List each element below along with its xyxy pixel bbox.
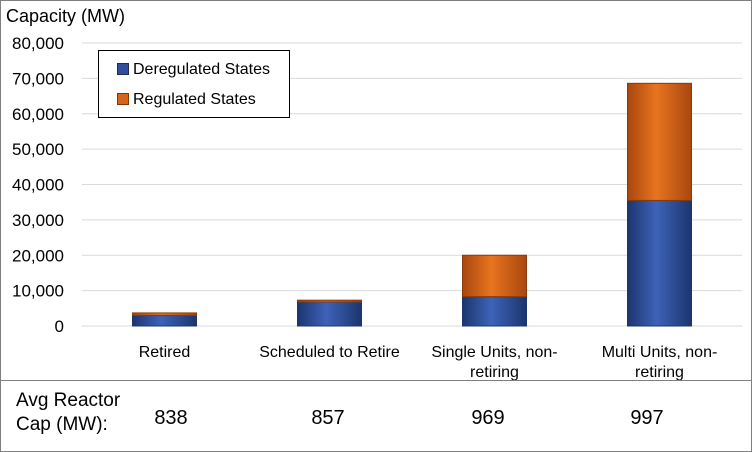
chart-legend: Deregulated States Regulated States (98, 50, 290, 118)
bar-deregulated-3 (627, 199, 692, 327)
y-tick-label: 50,000 (12, 140, 64, 159)
avg-reactor-label-line-2: Cap (MW): (16, 414, 108, 435)
x-tick-label: retiring (635, 364, 684, 380)
avg-reactor-label-line-1: Avg Reactor (16, 390, 121, 411)
y-tick-label: 80,000 (12, 34, 64, 53)
avg-reactor-label: Avg Reactor Cap (MW): (16, 389, 136, 437)
y-axis-title: Capacity (MW) (6, 6, 126, 26)
bar-regulated-1 (297, 299, 362, 303)
x-tick-label: Single Units, non- (431, 344, 557, 361)
chart-plot: 80,000 70,000 60,000 50,000 40,000 30,000 20,0… (12, 34, 742, 380)
bar-regulated-2 (462, 254, 527, 298)
bar-regulated-3 (627, 82, 692, 201)
bar-deregulated-1 (297, 301, 362, 327)
avg-reactor-value-retired: 838 (154, 407, 188, 429)
y-tick-label: 0 (55, 317, 64, 336)
avg-reactor-value-scheduled: 857 (311, 407, 345, 429)
y-tick-label: 60,000 (12, 105, 64, 124)
table-separator (0, 380, 752, 381)
legend-label-deregulated: Deregulated States (133, 61, 270, 78)
y-tick-label: 70,000 (12, 69, 64, 88)
x-tick-label: Retired (139, 344, 191, 361)
legend-swatch-deregulated (117, 63, 129, 75)
bar-deregulated-2 (462, 296, 527, 327)
bar-deregulated-0 (132, 314, 197, 327)
y-tick-label: 10,000 (12, 282, 64, 301)
avg-reactor-value-multi: 997 (630, 407, 664, 429)
avg-reactor-value-single: 969 (471, 407, 505, 429)
legend-item-deregulated: Deregulated States (117, 61, 270, 79)
legend-item-regulated: Regulated States (117, 91, 256, 109)
legend-swatch-regulated (117, 93, 129, 105)
y-tick-label: 40,000 (12, 176, 64, 195)
y-tick-label: 20,000 (12, 246, 64, 265)
x-tick-label: Scheduled to Retire (259, 344, 400, 361)
y-tick-label: 30,000 (12, 211, 64, 230)
legend-label-regulated: Regulated States (133, 91, 256, 108)
x-tick-label: Multi Units, non- (602, 344, 718, 361)
bar-regulated-0 (132, 312, 197, 316)
x-tick-label: retiring (470, 364, 519, 380)
